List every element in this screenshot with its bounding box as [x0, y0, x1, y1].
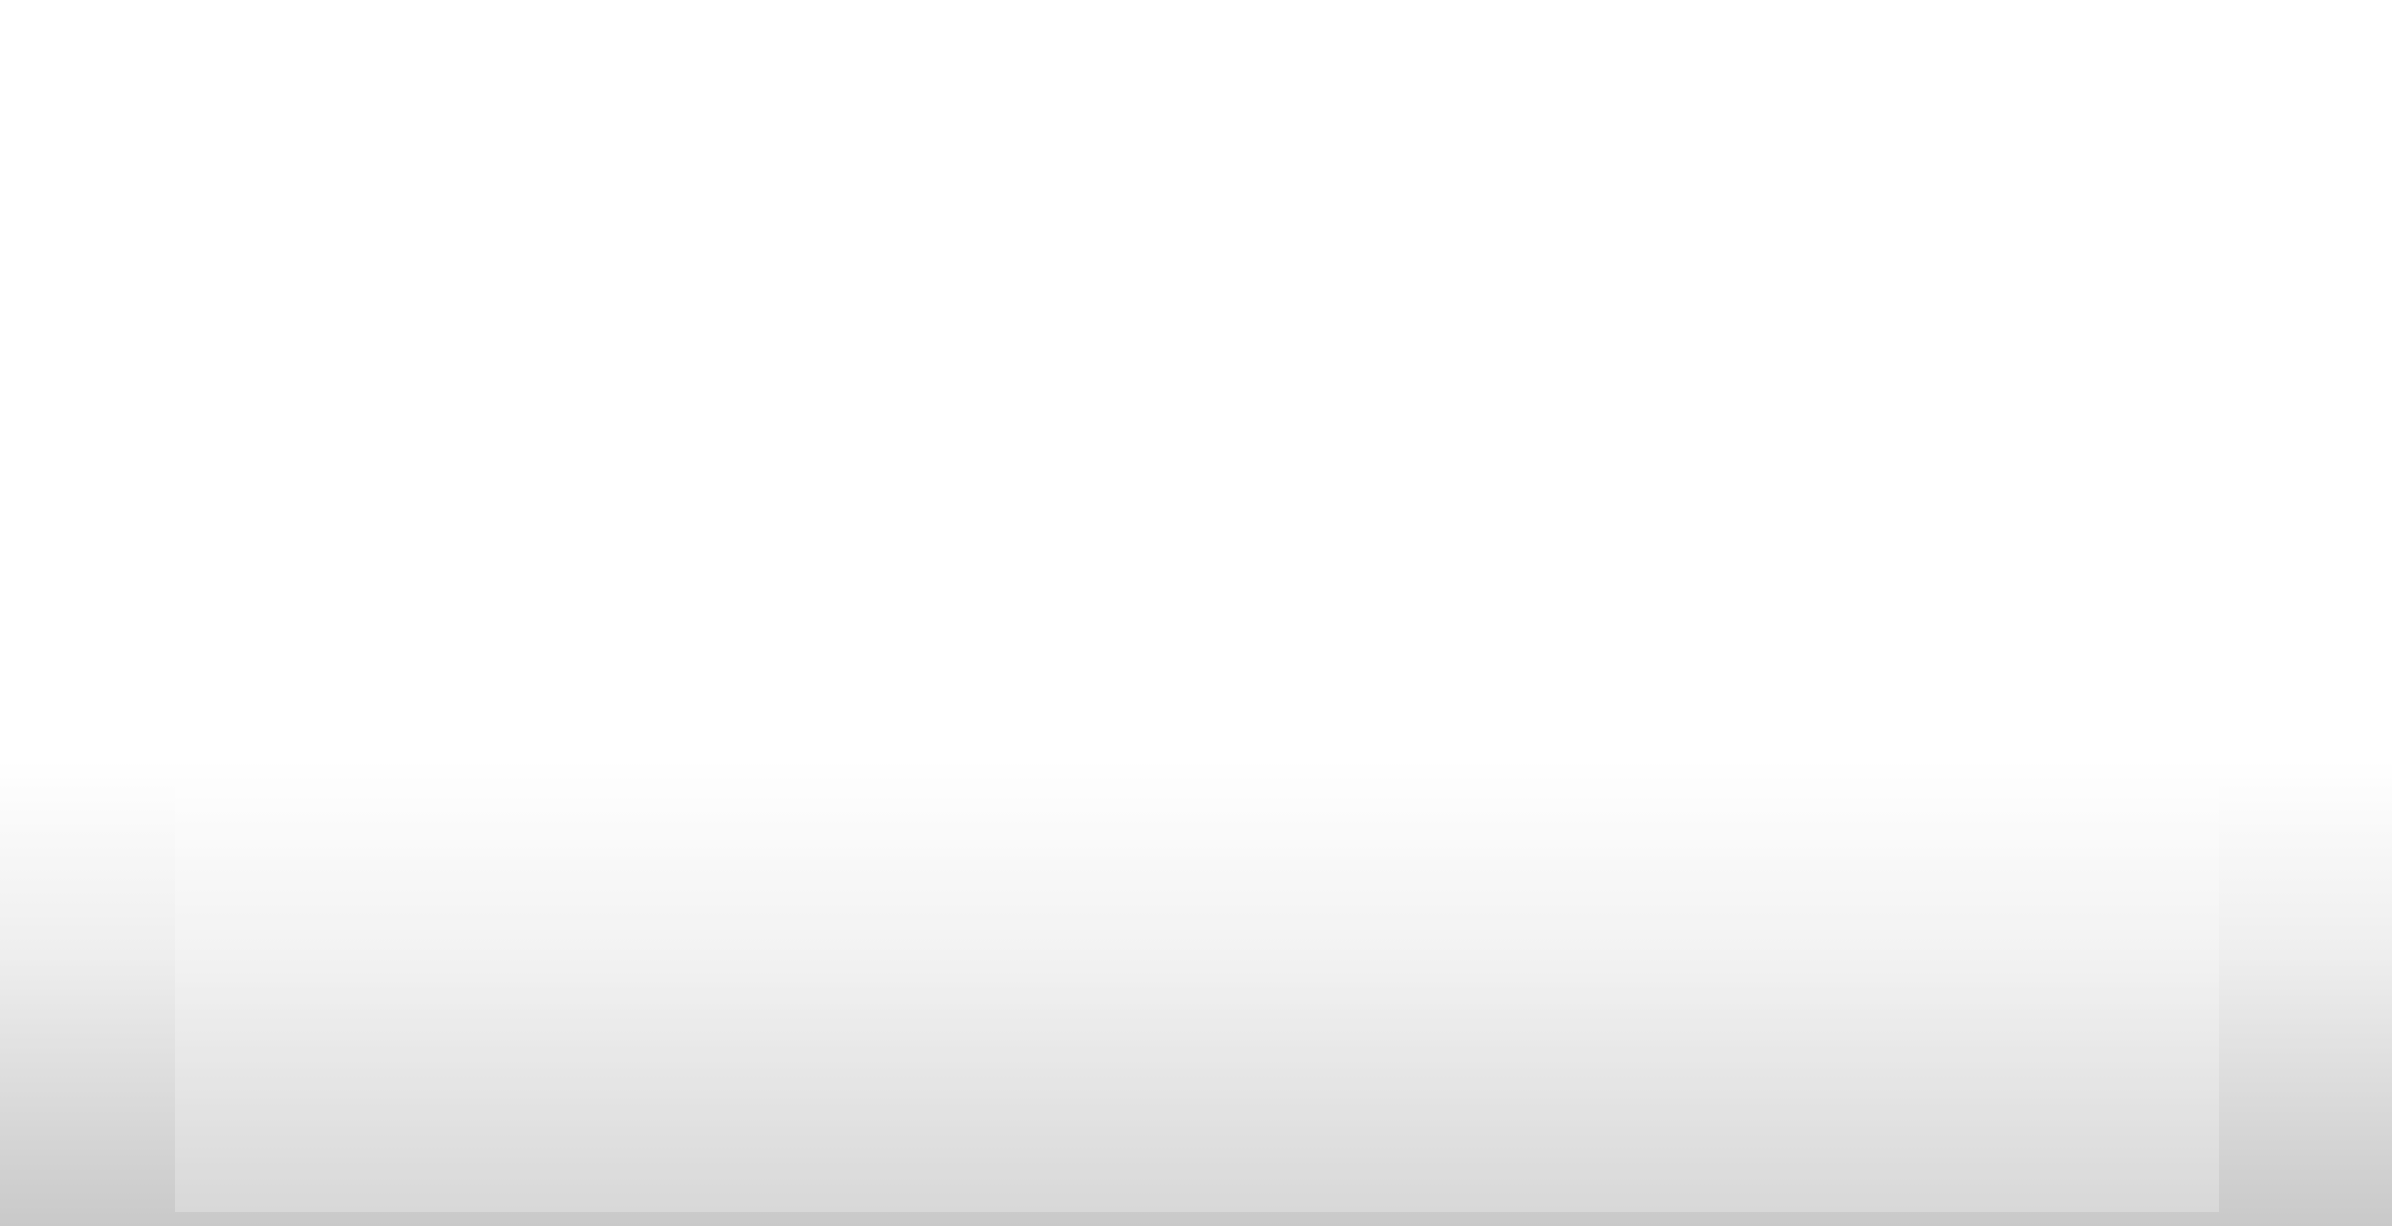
topic-network-graph	[175, 317, 2219, 1212]
network-canvas	[175, 317, 2219, 1212]
